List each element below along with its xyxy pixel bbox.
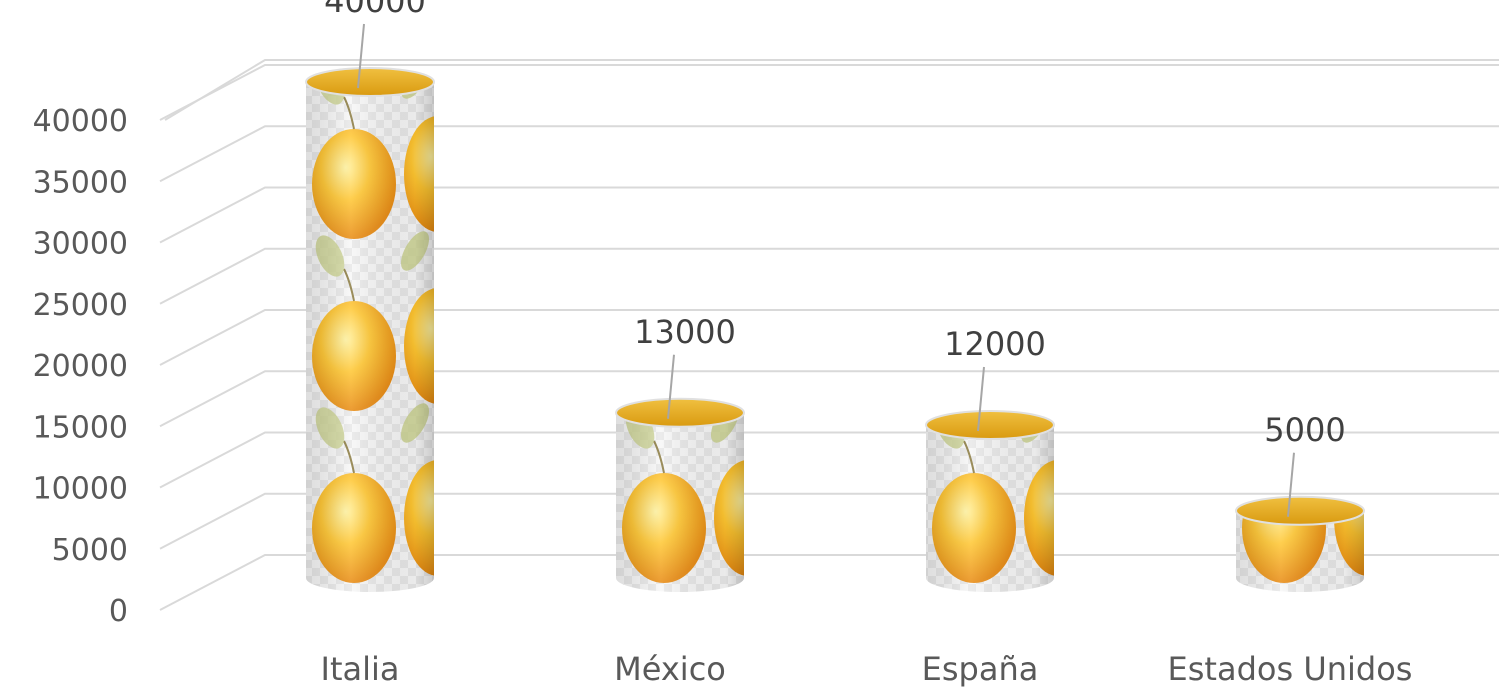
y-tick-label: 15000 xyxy=(33,410,128,445)
y-tick-label: 25000 xyxy=(33,288,128,323)
y-tick-label: 10000 xyxy=(33,472,128,507)
y-tick-label: 0 xyxy=(109,594,128,629)
x-category-label: México xyxy=(614,650,726,688)
y-tick-label: 20000 xyxy=(33,349,128,384)
y-tick-label: 30000 xyxy=(33,227,128,262)
bar-españa xyxy=(926,55,1092,592)
data-label: 40000 xyxy=(324,0,426,20)
bar-italia xyxy=(306,0,472,592)
x-category-label: Estados Unidos xyxy=(1168,650,1413,688)
bar-estados-unidos xyxy=(1236,227,1402,592)
data-label: 5000 xyxy=(1264,411,1345,449)
y-tick-label: 35000 xyxy=(33,165,128,200)
x-category-label: España xyxy=(922,650,1039,688)
y-tick-label: 40000 xyxy=(33,104,128,139)
data-label: 12000 xyxy=(944,325,1046,363)
x-category-label: Italia xyxy=(321,650,400,688)
y-tick-label: 5000 xyxy=(52,533,128,568)
data-label: 13000 xyxy=(634,313,736,351)
